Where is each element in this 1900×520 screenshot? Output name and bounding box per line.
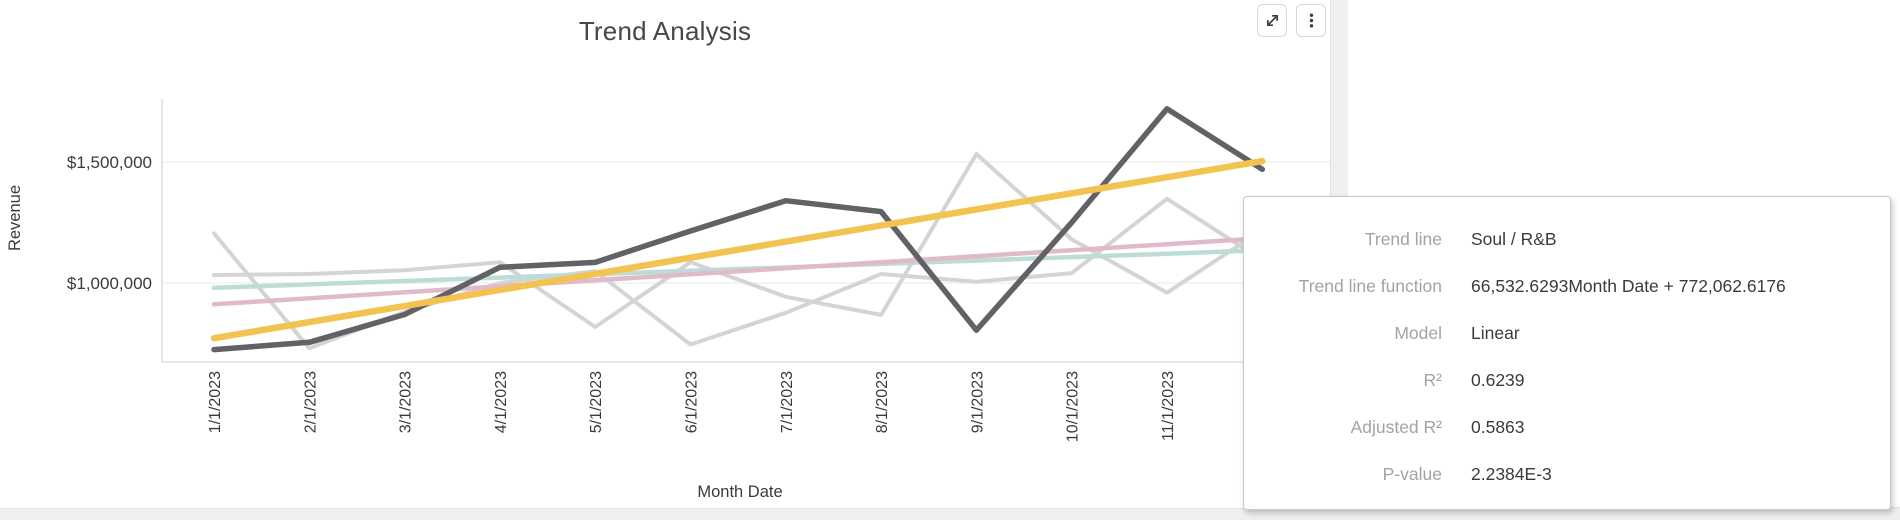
trend-line-tooltip: Trend line Soul / R&B Trend line functio… [1243, 196, 1891, 510]
x-tick-label: 4/1/2023 [493, 371, 510, 433]
x-axis-title: Month Date [697, 483, 782, 501]
tooltip-label: Model [1394, 323, 1442, 343]
series-trend-line-pink[interactable] [211, 235, 1265, 307]
tooltip-label: R² [1423, 370, 1442, 390]
x-tick-label: 6/1/2023 [684, 371, 701, 433]
kebab-menu-icon [1309, 13, 1313, 28]
tooltip-label: Adjusted R² [1350, 417, 1442, 437]
tooltip-value: Soul / R&B [1471, 229, 1557, 249]
chart-toolbar [1257, 4, 1326, 37]
x-tick-label: 2/1/2023 [302, 371, 319, 433]
trend-chart[interactable]: $1,000,000 $1,500,000 1/1/2023 2/1/2023 3/1/… [0, 0, 1331, 509]
tooltip-label: P-value [1382, 464, 1442, 484]
x-tick-label: 11/1/2023 [1160, 371, 1177, 441]
x-tick-label: 8/1/2023 [874, 371, 891, 433]
tooltip-row: Adjusted R² 0.5863 [1244, 404, 1890, 451]
tooltip-value: 2.2384E-3 [1471, 464, 1552, 484]
trend-analysis-card: $1,000,000 $1,500,000 1/1/2023 2/1/2023 3/1/… [0, 0, 1331, 509]
x-tick-label: 3/1/2023 [398, 371, 415, 433]
tooltip-row: Trend line function 66,532.6293Month Dat… [1244, 263, 1890, 310]
series-soul-rb-trend-line[interactable] [210, 157, 1266, 342]
tooltip-label: Trend line [1364, 229, 1442, 249]
x-tick-label: 9/1/2023 [969, 371, 986, 433]
tooltip-value: Linear [1471, 323, 1520, 343]
x-tick-label: 1/1/2023 [207, 371, 224, 433]
y-axis-title: Revenue [6, 185, 24, 251]
y-tick-label: $1,500,000 [67, 153, 152, 172]
tooltip-value: 0.5863 [1471, 417, 1525, 437]
expand-button[interactable] [1257, 4, 1287, 37]
tooltip-row: Model Linear [1244, 310, 1890, 357]
tooltip-row: Trend line Soul / R&B [1244, 216, 1890, 263]
tooltip-row: P-value 2.2384E-3 [1244, 451, 1890, 498]
y-tick-label: $1,000,000 [67, 274, 152, 293]
tooltip-row: R² 0.6239 [1244, 357, 1890, 404]
series-soul-rb-revenue[interactable] [211, 106, 1266, 353]
expand-icon [1266, 14, 1278, 27]
x-tick-label: 7/1/2023 [779, 371, 796, 433]
chart-title: Trend Analysis [578, 16, 752, 46]
x-tick-label: 10/1/2023 [1065, 371, 1082, 442]
x-tick-label: 5/1/2023 [588, 371, 605, 433]
tooltip-value: 0.6239 [1471, 370, 1525, 390]
tooltip-label: Trend line function [1298, 276, 1442, 296]
more-options-button[interactable] [1296, 4, 1326, 37]
tooltip-value: 66,532.6293Month Date + 772,062.6176 [1471, 276, 1786, 296]
